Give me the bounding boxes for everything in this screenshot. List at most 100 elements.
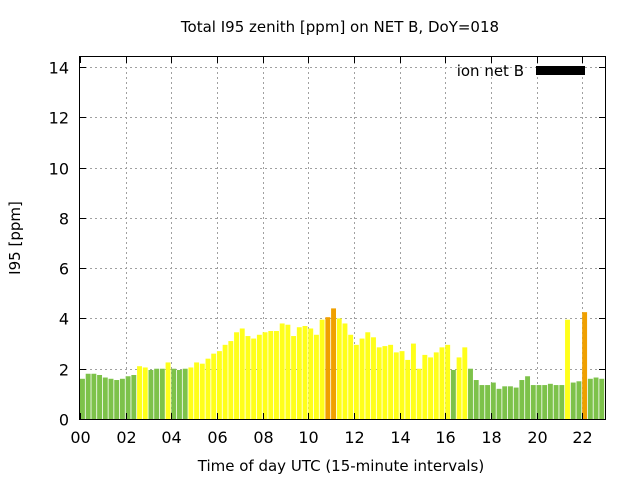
bar xyxy=(216,351,222,420)
bar xyxy=(91,373,97,419)
bar xyxy=(194,362,200,419)
bar xyxy=(399,351,405,420)
bar xyxy=(428,357,434,419)
bar xyxy=(177,369,182,419)
y-tick-label: 14 xyxy=(49,59,69,78)
bar xyxy=(165,362,171,419)
bars xyxy=(80,308,605,420)
bar xyxy=(570,382,576,419)
bar xyxy=(274,331,279,419)
x-tick-label: 16 xyxy=(435,428,455,447)
bar xyxy=(182,368,188,419)
x-tick-label: 20 xyxy=(527,428,547,447)
bar xyxy=(547,383,553,419)
x-tick-label: 08 xyxy=(253,428,273,447)
bar xyxy=(359,338,365,419)
bar xyxy=(245,336,251,419)
bar xyxy=(262,332,268,419)
bar xyxy=(308,328,314,419)
bar xyxy=(450,369,456,419)
x-tick-label: 18 xyxy=(481,428,501,447)
bar xyxy=(599,378,605,419)
bar xyxy=(576,381,582,419)
bar xyxy=(131,375,137,419)
bar xyxy=(456,357,462,419)
bar xyxy=(148,369,154,419)
legend: ion net B xyxy=(457,62,585,80)
x-tick-label: 14 xyxy=(390,428,410,447)
bar xyxy=(445,344,451,419)
bar xyxy=(376,347,382,419)
bar xyxy=(188,367,194,419)
bar xyxy=(525,376,531,419)
x-tick-label: 00 xyxy=(70,428,90,447)
bar xyxy=(114,380,120,419)
x-tick-label: 02 xyxy=(116,428,136,447)
bar xyxy=(268,331,274,419)
bar xyxy=(565,319,570,419)
bar xyxy=(97,375,103,419)
y-tick-labels: 0 2 4 6 8 10 12 14 xyxy=(49,59,69,430)
bar xyxy=(302,325,308,419)
bar xyxy=(519,380,525,419)
bar xyxy=(422,354,428,419)
bar xyxy=(336,318,342,419)
y-axis-label: I95 [ppm] xyxy=(6,201,24,275)
bar xyxy=(530,385,536,419)
bar xyxy=(171,368,177,419)
bar xyxy=(536,385,542,419)
bar xyxy=(296,327,302,419)
plot-frame xyxy=(79,56,606,420)
bar xyxy=(125,376,131,419)
bar xyxy=(159,368,165,419)
y-tick-label: 2 xyxy=(59,361,69,380)
bar xyxy=(559,385,565,419)
bar xyxy=(228,341,234,419)
bar xyxy=(119,378,125,419)
bar xyxy=(234,332,239,419)
bar xyxy=(142,367,148,419)
x-tick-label: 12 xyxy=(344,428,364,447)
bar xyxy=(593,377,599,419)
y-tick-label: 0 xyxy=(59,411,69,430)
bar xyxy=(490,382,496,419)
bar xyxy=(433,352,439,419)
legend-label: ion net B xyxy=(457,62,524,80)
bar xyxy=(222,344,228,419)
bar xyxy=(313,334,319,419)
bar xyxy=(496,388,502,419)
bar xyxy=(102,377,108,419)
bar xyxy=(479,385,485,419)
bar xyxy=(348,334,354,419)
bar xyxy=(205,358,211,419)
bar xyxy=(439,347,445,419)
x-tick-label: 04 xyxy=(161,428,181,447)
ticks xyxy=(80,57,605,420)
x-axis-label: Time of day UTC (15-minute intervals) xyxy=(197,457,484,475)
grid xyxy=(80,57,605,419)
bar xyxy=(416,368,422,419)
x-tick-label: 06 xyxy=(207,428,227,447)
bar xyxy=(211,353,217,419)
bar xyxy=(553,385,559,419)
bar xyxy=(485,385,491,419)
bar xyxy=(256,334,262,419)
bar xyxy=(468,368,473,419)
x-tick-label: 10 xyxy=(298,428,318,447)
legend-swatch xyxy=(536,66,585,75)
bar xyxy=(587,378,593,419)
bar xyxy=(108,378,114,419)
bar xyxy=(342,323,348,419)
bar xyxy=(279,323,285,419)
bar xyxy=(199,363,205,419)
y-tick-label: 6 xyxy=(59,260,69,279)
bar xyxy=(80,378,85,419)
bar xyxy=(331,308,336,419)
bar xyxy=(137,366,142,419)
chart-title: Total I95 zenith [ppm] on NET B, DoY=018 xyxy=(180,18,499,36)
y-tick-label: 10 xyxy=(49,160,69,179)
x-tick-labels: 00 02 04 06 08 10 12 14 16 18 20 22 xyxy=(70,428,592,447)
bar xyxy=(382,346,388,419)
y-tick-label: 12 xyxy=(49,109,69,128)
bar xyxy=(582,312,588,419)
